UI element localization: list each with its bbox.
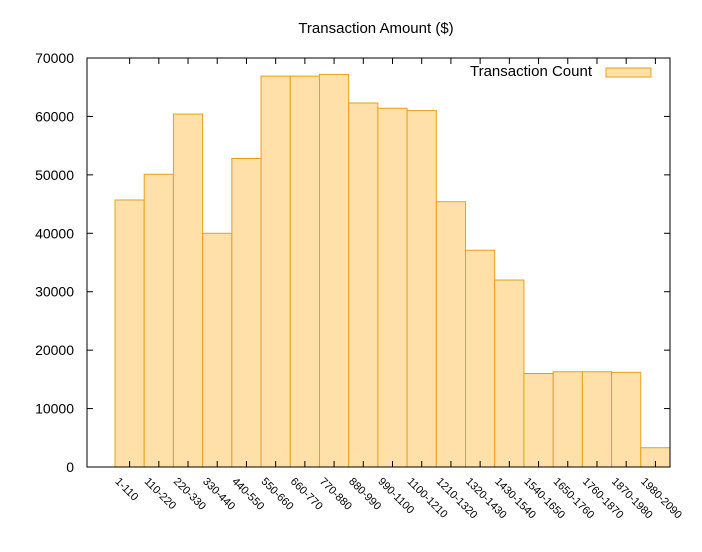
plot-frame	[86, 57, 671, 468]
bar-220-330	[172, 113, 204, 468]
y-tick-label: 70000	[35, 50, 74, 66]
bar-1650-1760	[552, 371, 583, 468]
bar-330-440	[202, 232, 233, 468]
bar-1870-1980	[611, 371, 642, 468]
y-tick-label: 40000	[35, 225, 74, 241]
bar-1540-1650	[523, 373, 554, 468]
bar-1320-1430	[465, 249, 496, 468]
bar-660-770	[289, 75, 320, 468]
y-tick-label: 50000	[35, 167, 74, 183]
bar-770-880	[318, 73, 350, 468]
bar-1430-1540	[494, 279, 525, 468]
bar-880-990	[348, 102, 379, 468]
bar-550-660	[260, 75, 291, 468]
bar-110-220	[143, 173, 174, 468]
y-tick-label: 0	[66, 459, 74, 475]
y-tick-label: 20000	[35, 342, 74, 358]
bar-990-1100	[377, 107, 408, 468]
y-tick-label: 30000	[35, 284, 74, 300]
bar-1-110	[114, 199, 145, 468]
y-axis: 0 10000 20000 30000 40000 50000 60000 70000	[35, 50, 670, 475]
bar-1100-1210	[406, 110, 437, 468]
bar-1210-1320	[435, 201, 467, 468]
legend-label: Transaction Count	[470, 63, 593, 80]
bar-1760-1870	[581, 371, 613, 468]
chart-title: Transaction Amount ($)	[298, 20, 453, 37]
bar-440-550	[231, 158, 262, 468]
legend-swatch	[605, 67, 652, 78]
legend: Transaction Count	[470, 63, 652, 80]
y-tick-label: 60000	[35, 108, 74, 124]
y-tick-label: 10000	[35, 401, 74, 417]
bars-group	[114, 73, 671, 468]
